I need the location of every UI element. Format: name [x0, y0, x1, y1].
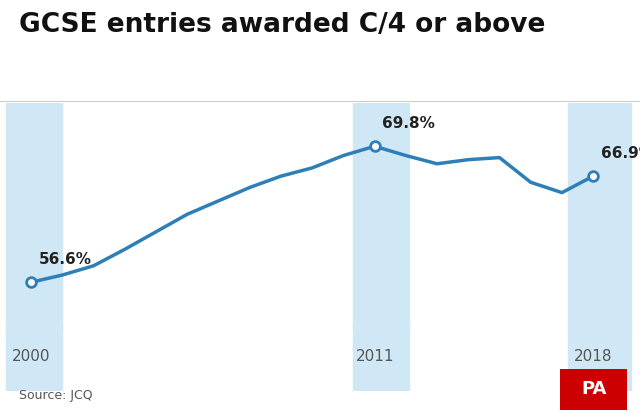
Bar	[353, 103, 409, 330]
Bar	[568, 325, 630, 391]
Text: Source: JCQ: Source: JCQ	[19, 389, 93, 402]
Text: 2011: 2011	[355, 349, 394, 363]
Text: 2000: 2000	[12, 349, 51, 363]
Bar	[568, 103, 630, 330]
Text: GCSE entries awarded C/4 or above: GCSE entries awarded C/4 or above	[19, 12, 545, 38]
Bar	[353, 325, 409, 391]
Text: 2018: 2018	[574, 349, 612, 363]
Text: 56.6%: 56.6%	[39, 252, 92, 267]
Text: PA: PA	[581, 380, 606, 398]
Text: 69.8%: 69.8%	[383, 116, 435, 131]
Bar	[6, 325, 63, 391]
Bar	[6, 103, 63, 330]
Text: 66.9%: 66.9%	[601, 146, 640, 161]
